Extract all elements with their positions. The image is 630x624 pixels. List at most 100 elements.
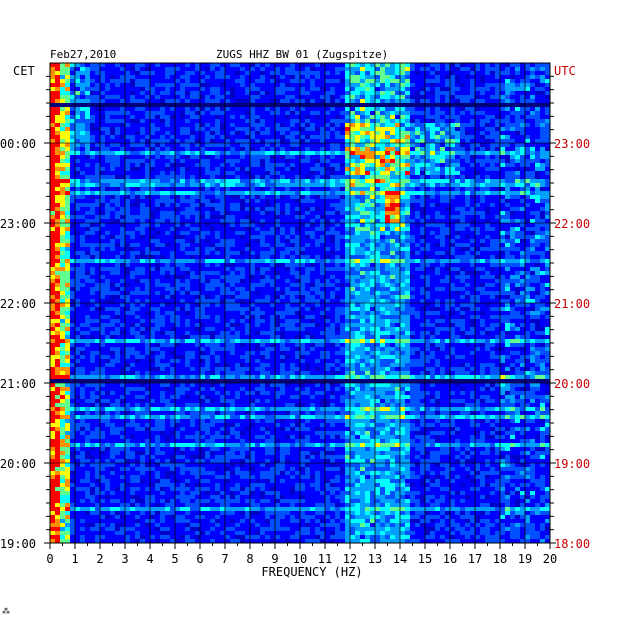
heatmap-cell <box>110 155 116 160</box>
heatmap-cell <box>110 251 116 256</box>
heatmap-cell <box>215 251 221 256</box>
heatmap-cell <box>330 231 336 236</box>
heatmap-cell <box>360 183 366 188</box>
heatmap-cell <box>375 183 381 188</box>
heatmap-cell <box>290 71 296 76</box>
heatmap-cell <box>230 103 236 108</box>
heatmap-cell <box>310 119 316 124</box>
heatmap-cell <box>165 83 171 88</box>
heatmap-cell <box>140 179 146 184</box>
heatmap-cell <box>75 251 81 256</box>
heatmap-cell <box>455 79 461 84</box>
heatmap-cell <box>320 107 326 112</box>
heatmap-cell <box>235 247 241 252</box>
heatmap-cell <box>545 139 551 144</box>
heatmap-cell <box>85 231 91 236</box>
heatmap-cell <box>80 71 86 76</box>
heatmap-cell <box>90 139 96 144</box>
heatmap-cell <box>150 243 156 248</box>
heatmap-cell <box>535 123 541 128</box>
heatmap-cell <box>155 227 161 232</box>
heatmap-cell <box>425 203 431 208</box>
heatmap-cell <box>490 255 496 260</box>
heatmap-cell <box>330 111 336 116</box>
heatmap-cell <box>460 139 466 144</box>
heatmap-cell <box>145 103 151 108</box>
heatmap-cell <box>205 199 211 204</box>
heatmap-cell <box>140 159 146 164</box>
heatmap-cell <box>65 167 71 172</box>
heatmap-cell <box>470 239 476 244</box>
heatmap-cell <box>375 215 381 220</box>
heatmap-cell <box>175 231 181 236</box>
heatmap-cell <box>545 167 551 172</box>
heatmap-cell <box>240 183 246 188</box>
heatmap-cell <box>295 83 301 88</box>
heatmap-cell <box>370 103 376 108</box>
heatmap-cell <box>95 259 101 264</box>
heatmap-cell <box>225 91 231 96</box>
heatmap-cell <box>545 243 551 248</box>
heatmap-cell <box>80 63 86 68</box>
heatmap-cell <box>440 131 446 136</box>
heatmap-cell <box>475 159 481 164</box>
heatmap-cell <box>510 231 516 236</box>
heatmap-cell <box>540 115 546 120</box>
heatmap-cell <box>155 251 161 256</box>
heatmap-cell <box>250 163 256 168</box>
heatmap-cell <box>210 207 216 212</box>
heatmap-cell <box>420 215 426 220</box>
heatmap-cell <box>175 151 181 156</box>
heatmap-cell <box>340 107 346 112</box>
heatmap-cell <box>440 211 446 216</box>
heatmap-cell <box>90 203 96 208</box>
heatmap-cell <box>210 235 216 240</box>
heatmap-cell <box>175 83 181 88</box>
heatmap-cell <box>160 227 166 232</box>
heatmap-cell <box>410 195 416 200</box>
heatmap-cell <box>525 155 531 160</box>
heatmap-cell <box>250 115 256 120</box>
heatmap-cell <box>530 179 536 184</box>
heatmap-cell <box>470 215 476 220</box>
heatmap-cell <box>115 223 121 228</box>
heatmap-cell <box>195 247 201 252</box>
heatmap-cell <box>435 139 441 144</box>
heatmap-cell <box>195 171 201 176</box>
heatmap-cell <box>120 179 126 184</box>
heatmap-cell <box>230 107 236 112</box>
heatmap-cell <box>375 223 381 228</box>
heatmap-cell <box>170 183 176 188</box>
heatmap-cell <box>420 243 426 248</box>
heatmap-cell <box>90 75 96 80</box>
heatmap-cell <box>365 195 371 200</box>
heatmap-cell <box>500 119 506 124</box>
heatmap-cell <box>255 99 261 104</box>
heatmap-cell <box>135 111 141 116</box>
heatmap-cell <box>405 175 411 180</box>
heatmap-cell <box>150 247 156 252</box>
heatmap-cell <box>150 215 156 220</box>
heatmap-cell <box>140 139 146 144</box>
heatmap-cell <box>530 187 536 192</box>
heatmap-cell <box>545 175 551 180</box>
heatmap-cell <box>415 71 421 76</box>
heatmap-cell <box>285 135 291 140</box>
heatmap-cell <box>135 115 141 120</box>
heatmap-cell <box>120 99 126 104</box>
heatmap-cell <box>165 179 171 184</box>
heatmap-cell <box>510 127 516 132</box>
heatmap-cell <box>360 131 366 136</box>
heatmap-cell <box>60 223 66 228</box>
heatmap-cell <box>250 95 256 100</box>
heatmap-cell <box>490 79 496 84</box>
heatmap-cell <box>425 131 431 136</box>
heatmap-cell <box>120 171 126 176</box>
heatmap-cell <box>100 171 106 176</box>
heatmap-cell <box>285 183 291 188</box>
heatmap-cell <box>205 231 211 236</box>
heatmap-cell <box>305 215 311 220</box>
heatmap-cell <box>445 191 451 196</box>
heatmap-cell <box>260 239 266 244</box>
